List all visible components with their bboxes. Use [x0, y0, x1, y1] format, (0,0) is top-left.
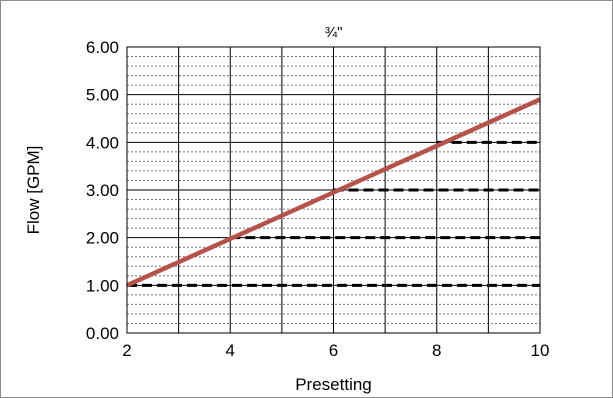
chart-title: ¾" — [325, 24, 343, 41]
series — [126, 97, 541, 288]
plot-border — [126, 46, 541, 334]
x-tick-label: 10 — [531, 341, 550, 360]
y-tick-label: 2.00 — [86, 229, 119, 248]
y-tick-label: 0.00 — [86, 324, 119, 343]
series-line — [126, 97, 541, 288]
reference-lines — [127, 140, 540, 287]
y-tick-label: 6.00 — [86, 38, 119, 57]
x-tick-label: 2 — [122, 341, 131, 360]
y-tick-label: 4.00 — [86, 133, 119, 152]
y-tick-label: 5.00 — [86, 86, 119, 105]
x-tick-label: 6 — [329, 341, 338, 360]
x-tick-label: 4 — [226, 341, 235, 360]
tick-labels: 0.00 1.00 2.00 3.00 4.00 5.00 6.00 2 4 6 8 10 — [86, 38, 550, 360]
y-tick-label: 1.00 — [86, 276, 119, 295]
x-tick-label: 8 — [432, 341, 441, 360]
y-tick-label: 3.00 — [86, 181, 119, 200]
x-axis-title: Presetting — [295, 375, 372, 394]
y-axis-title: Flow [GPM] — [24, 146, 43, 235]
